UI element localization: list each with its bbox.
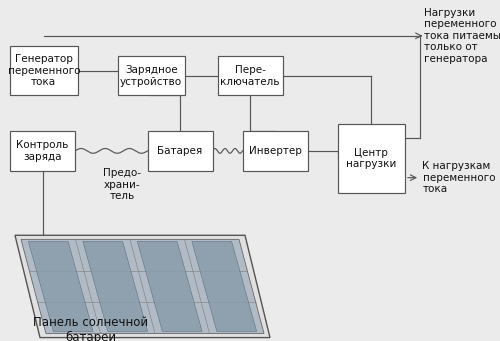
Polygon shape <box>138 241 202 331</box>
Text: Пере-
ключатель: Пере- ключатель <box>220 65 280 87</box>
Text: Предо-
храни-
тель: Предо- храни- тель <box>104 168 142 201</box>
FancyBboxPatch shape <box>338 124 405 193</box>
FancyBboxPatch shape <box>242 131 308 170</box>
Text: Нагрузки
переменного
тока питаемые
только от
генератора: Нагрузки переменного тока питаемые тольк… <box>424 8 500 64</box>
Text: Генератор
переменного
тока: Генератор переменного тока <box>8 54 80 87</box>
Text: К нагрузкам
переменного
тока: К нагрузкам переменного тока <box>422 161 495 194</box>
FancyBboxPatch shape <box>148 131 212 170</box>
Polygon shape <box>21 239 264 333</box>
FancyBboxPatch shape <box>10 46 78 95</box>
Polygon shape <box>28 241 93 331</box>
Polygon shape <box>83 241 148 331</box>
Polygon shape <box>192 241 256 331</box>
Text: Центр
нагрузки: Центр нагрузки <box>346 148 397 169</box>
Text: Контроль
заряда: Контроль заряда <box>16 140 68 162</box>
Text: Инвертер: Инвертер <box>248 146 302 156</box>
Text: Зарядное
устройство: Зарядное устройство <box>120 65 182 87</box>
FancyBboxPatch shape <box>118 56 185 95</box>
Polygon shape <box>15 235 270 338</box>
FancyBboxPatch shape <box>10 131 75 170</box>
Text: Панель солнечной
батареи: Панель солнечной батареи <box>34 316 148 341</box>
Text: Батарея: Батарея <box>158 146 202 156</box>
FancyBboxPatch shape <box>218 56 282 95</box>
